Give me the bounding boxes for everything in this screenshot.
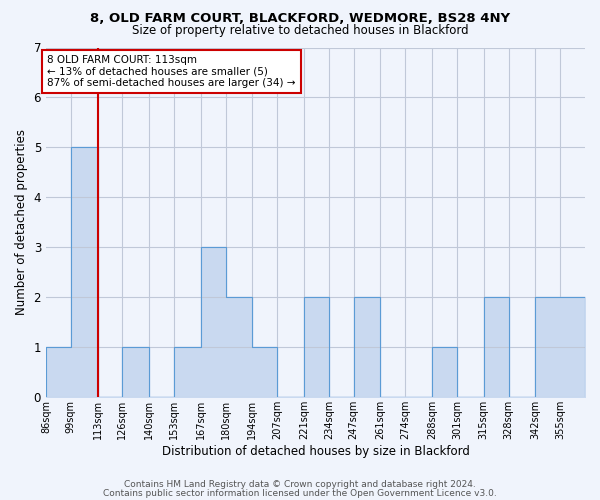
Text: 8 OLD FARM COURT: 113sqm
← 13% of detached houses are smaller (5)
87% of semi-de: 8 OLD FARM COURT: 113sqm ← 13% of detach… [47, 55, 295, 88]
Text: Contains HM Land Registry data © Crown copyright and database right 2024.: Contains HM Land Registry data © Crown c… [124, 480, 476, 489]
Text: Size of property relative to detached houses in Blackford: Size of property relative to detached ho… [131, 24, 469, 37]
Text: Contains public sector information licensed under the Open Government Licence v3: Contains public sector information licen… [103, 488, 497, 498]
X-axis label: Distribution of detached houses by size in Blackford: Distribution of detached houses by size … [161, 444, 469, 458]
Y-axis label: Number of detached properties: Number of detached properties [15, 129, 28, 315]
Text: 8, OLD FARM COURT, BLACKFORD, WEDMORE, BS28 4NY: 8, OLD FARM COURT, BLACKFORD, WEDMORE, B… [90, 12, 510, 26]
